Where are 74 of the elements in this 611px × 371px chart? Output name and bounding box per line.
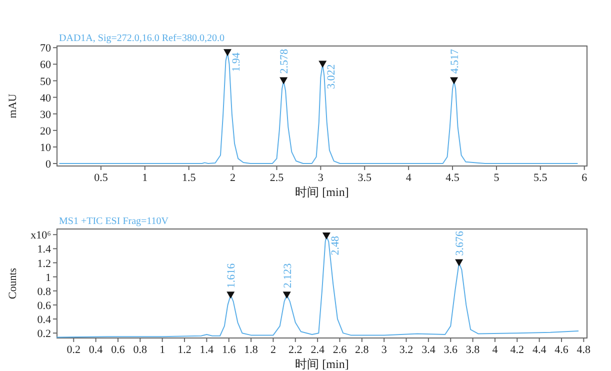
y-tick-label: 20 (40, 125, 52, 138)
x-tick-label: 4.5 (446, 172, 460, 184)
y-tick-label: 1.2 (37, 258, 51, 270)
y-tick-label: 1.4 (37, 244, 52, 256)
x-tick-label: 4.2 (510, 344, 524, 356)
point (280, 77, 288, 84)
point (282, 292, 291, 299)
y-axis-title: Counts (7, 268, 19, 300)
x-tick-label: 1 (160, 344, 166, 356)
x-tick-label: 4 (492, 344, 498, 356)
x-tick-label: 3 (381, 344, 388, 356)
x-tick-label: 3.8 (466, 344, 480, 356)
x-tick-label: 2.6 (332, 344, 348, 356)
y-tick-label: 60 (40, 59, 52, 72)
point (226, 292, 235, 299)
x-tick-label: 6 (582, 172, 588, 184)
y-tick-label: 0.8 (37, 286, 52, 298)
x-tick-label: 4.6 (554, 344, 569, 356)
point (450, 77, 458, 84)
x-tick-label: 5.5 (534, 172, 548, 184)
x-tick-label: 3.5 (358, 172, 372, 184)
annotation: 2.578 (278, 48, 291, 74)
y-tick-label: 0.4 (37, 314, 52, 326)
annotation: 4.517 (449, 48, 462, 74)
x-tick-label: 3.6 (444, 344, 458, 356)
y-axis-title: mAU (7, 94, 19, 118)
point (318, 60, 327, 68)
x-tick-label: 0.6 (111, 344, 126, 356)
x-tick-label: 2 (230, 172, 236, 184)
y-tick-label: 1 (46, 272, 51, 284)
annotation: 2.123 (282, 262, 294, 288)
x-tick-label: 2 (270, 344, 276, 356)
y-tick-label: 30 (40, 108, 52, 121)
y-tick-label: 0 (46, 158, 52, 171)
x-tick-label: 3 (318, 172, 324, 184)
y-tick-label: x10⁶ (30, 230, 52, 242)
x-tick-label: 4 (406, 172, 412, 184)
x-tick-label: 0.5 (94, 172, 108, 184)
x-tick-label: 3.4 (422, 344, 436, 356)
annotation: 1.616 (226, 262, 238, 288)
x-tick-label: 0.4 (88, 344, 104, 356)
x-tick-label: 1.8 (244, 344, 258, 356)
x-tick-label: 1.6 (222, 344, 236, 356)
x-tick-label: 2.8 (355, 344, 370, 356)
annotation: 1.94 (230, 52, 243, 72)
y-tick-label: 10 (40, 142, 52, 154)
x-tick-label: 5 (494, 172, 500, 184)
x-tick-label: 3.2 (399, 344, 414, 356)
x-axis-title: 时间 [min] (295, 185, 349, 199)
y-tick-label: 50 (40, 76, 52, 88)
x-tick-label: 2.5 (270, 172, 284, 184)
y-tick-label: 0.2 (37, 328, 51, 340)
annotation: 3.676 (454, 230, 466, 256)
point (455, 259, 464, 266)
x-tick-label: 1 (142, 172, 148, 184)
point (322, 232, 330, 240)
y-tick-label: 40 (40, 92, 52, 104)
annotation: 2.48 (329, 236, 342, 256)
x-tick-label: 4.8 (576, 344, 592, 356)
x-tick-label: 1.4 (200, 344, 214, 356)
x-tick-label: 2.4 (310, 344, 325, 356)
y-tick-label: 70 (40, 42, 52, 55)
y-tick-label: 0.6 (37, 300, 52, 312)
x-tick-label: 1.5 (182, 172, 196, 184)
annotation: 3.022 (326, 64, 338, 89)
chart-title: MS1 +TIC ESI Frag=110V (59, 216, 170, 227)
x-tick-label: 0.2 (66, 344, 81, 356)
chart-title: DAD1A, Sig=272.0,16.0 Ref=380.0,20.0 (59, 33, 224, 44)
x-axis-title: 时间 [min] (295, 357, 349, 371)
x-tick-label: 0.8 (133, 344, 148, 356)
point (224, 49, 232, 56)
x-tick-label: 4.4 (532, 344, 547, 356)
x-tick-label: 1.2 (178, 344, 192, 356)
x-tick-label: 2.2 (288, 344, 302, 356)
